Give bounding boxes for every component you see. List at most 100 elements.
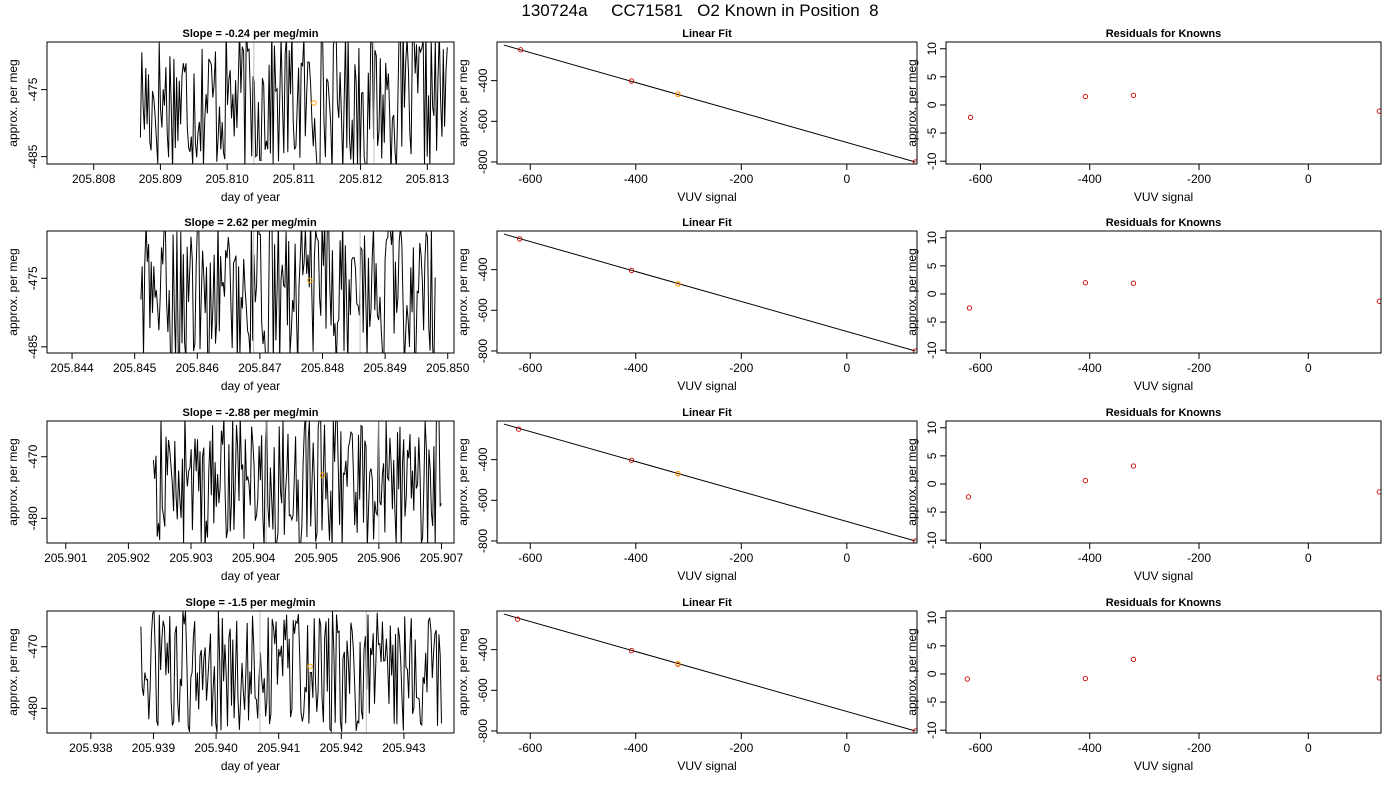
x-axis-label: day of year	[221, 379, 280, 393]
x-tick-label: 205.942	[320, 741, 364, 755]
y-axis-label: approx. per meg	[456, 248, 470, 335]
data-point	[1082, 280, 1089, 286]
x-tick-label: 0	[843, 551, 850, 565]
data-point	[1376, 489, 1381, 495]
subplot-r1-c3: Residuals for Knowns VUV signal approx. pe…	[905, 28, 1382, 204]
y-tick-label: -800	[476, 339, 490, 363]
x-tick-label: 205.808	[72, 172, 116, 186]
x-tick-label: -400	[1078, 741, 1102, 755]
plot-frame	[46, 230, 455, 354]
x-tick-label: 205.845	[113, 361, 157, 375]
x-axis-label: VUV signal	[677, 379, 736, 393]
data-point	[1376, 108, 1381, 114]
x-tick-label: -400	[624, 741, 648, 755]
panel-title: Slope = -1.5 per meg/min	[186, 597, 316, 609]
x-tick-label: 205.907	[420, 551, 464, 565]
subplot-r2-c2: Linear Fit VUV signal approx. per meg -600 -…	[456, 217, 918, 393]
panel-title: Linear Fit	[682, 407, 732, 419]
data-point	[966, 305, 973, 311]
x-tick-label: -200	[729, 741, 753, 755]
subplot-r4-c1: Slope = -1.5 per meg/min day of year appro…	[6, 597, 455, 773]
data-point	[1082, 477, 1089, 484]
y-tick-label: -485	[26, 144, 40, 168]
x-tick-label: -400	[624, 361, 648, 375]
subplot-r3-c1: Slope = -2.88 per meg/min day of year appr…	[6, 407, 463, 583]
data-point	[912, 159, 917, 164]
x-tick-label: 205.901	[44, 551, 88, 565]
series-line	[140, 231, 436, 353]
plot-frame	[945, 420, 1382, 544]
x-tick-label: 205.902	[107, 551, 151, 565]
plot-area	[152, 421, 442, 543]
x-tick-label: 0	[1305, 741, 1312, 755]
x-tick-label: -600	[968, 172, 992, 186]
y-tick-label: -480	[26, 506, 40, 530]
y-tick-label: -800	[476, 529, 490, 553]
y-tick-label: -10	[925, 152, 939, 170]
y-axis-label: approx. per meg	[905, 438, 919, 525]
y-axis-label: approx. per meg	[6, 628, 20, 715]
y-axis-label: approx. per meg	[6, 248, 20, 335]
data-point	[1130, 656, 1137, 663]
series-line	[152, 421, 442, 543]
x-tick-label: 0	[843, 172, 850, 186]
x-axis-label: VUV signal	[1134, 759, 1193, 773]
data-point	[1130, 92, 1137, 99]
x-tick-label: 205.846	[176, 361, 220, 375]
plot-frame	[945, 230, 1382, 354]
y-axis-label: approx. per meg	[905, 59, 919, 146]
y-tick-label: -475	[26, 266, 40, 290]
y-tick-label: -5	[925, 696, 939, 707]
x-tick-label: 205.809	[139, 172, 183, 186]
y-tick-label: -400	[476, 68, 490, 92]
y-tick-label: -470	[26, 444, 40, 468]
plot-frame	[46, 420, 455, 544]
panel-title: Slope = -0.24 per meg/min	[182, 28, 318, 40]
sample-point	[675, 281, 681, 287]
y-tick-label: -400	[476, 447, 490, 471]
y-tick-label: 10	[925, 231, 939, 245]
x-tick-label: -200	[729, 172, 753, 186]
x-tick-label: 205.943	[382, 741, 426, 755]
x-tick-label: 205.941	[257, 741, 301, 755]
y-tick-label: -400	[476, 257, 490, 281]
x-tick-label: 205.844	[50, 361, 94, 375]
plot-frame	[496, 230, 918, 354]
sample-point	[311, 100, 317, 106]
y-tick-label: -485	[26, 335, 40, 359]
sample-point	[307, 663, 313, 670]
x-tick-label: -400	[624, 172, 648, 186]
x-tick-label: -600	[518, 551, 542, 565]
data-point	[628, 457, 635, 463]
plot-area	[503, 423, 917, 543]
subplot-r2-c1: Slope = 2.62 per meg/min day of year appro…	[6, 217, 470, 393]
series-line	[139, 42, 448, 164]
x-tick-label: 205.810	[205, 172, 249, 186]
y-tick-label: 0	[925, 480, 939, 487]
data-point	[518, 47, 524, 53]
y-tick-label: 5	[925, 262, 939, 269]
subplot-r2-c3: Residuals for Knowns VUV signal approx. pe…	[905, 217, 1382, 393]
x-tick-label: -400	[1078, 172, 1102, 186]
x-tick-label: 205.813	[406, 172, 450, 186]
x-axis-label: VUV signal	[1134, 379, 1193, 393]
y-axis-label: approx. per meg	[905, 248, 919, 335]
fit-line	[503, 423, 916, 542]
series-line	[140, 611, 442, 733]
data-point	[912, 728, 917, 733]
subplot-r3-c3: Residuals for Knowns VUV signal approx. pe…	[905, 407, 1382, 583]
sample-point	[675, 470, 681, 477]
x-tick-label: -600	[518, 361, 542, 375]
panel-title: Residuals for Knowns	[1106, 407, 1222, 419]
panel-title: Residuals for Knowns	[1106, 217, 1222, 229]
data-point	[965, 494, 972, 500]
sample-point	[675, 660, 681, 667]
y-tick-label: -600	[476, 109, 490, 133]
x-tick-label: 0	[1305, 361, 1312, 375]
y-tick-label: -480	[26, 696, 40, 720]
panel-title: Linear Fit	[682, 217, 732, 229]
subplot-r1-c1: Slope = -0.24 per meg/min day of year appr…	[6, 28, 455, 204]
x-tick-label: -600	[968, 741, 992, 755]
x-axis-label: VUV signal	[677, 190, 736, 204]
